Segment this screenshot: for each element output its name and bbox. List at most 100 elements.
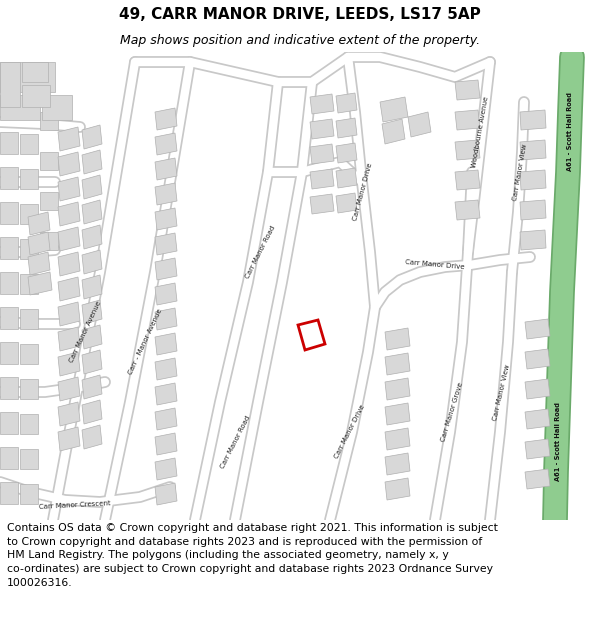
Polygon shape [310, 169, 334, 189]
Text: Carr - Manor Avenue: Carr - Manor Avenue [127, 308, 163, 376]
Polygon shape [0, 412, 18, 434]
Polygon shape [310, 194, 334, 214]
Polygon shape [28, 212, 50, 235]
Polygon shape [20, 484, 38, 504]
Polygon shape [28, 272, 52, 295]
Polygon shape [20, 169, 38, 189]
Text: Carr Manor Road: Carr Manor Road [244, 224, 276, 279]
Polygon shape [82, 175, 102, 199]
Polygon shape [520, 110, 546, 130]
Polygon shape [155, 158, 177, 180]
Polygon shape [0, 307, 18, 329]
Polygon shape [58, 302, 80, 326]
Polygon shape [20, 134, 38, 154]
Polygon shape [155, 208, 177, 230]
Polygon shape [82, 275, 102, 299]
Polygon shape [455, 170, 480, 190]
Polygon shape [155, 333, 177, 355]
Polygon shape [40, 112, 58, 130]
Text: Map shows position and indicative extent of the property.: Map shows position and indicative extent… [120, 34, 480, 47]
Polygon shape [525, 379, 550, 399]
Polygon shape [385, 403, 410, 425]
Polygon shape [22, 85, 50, 107]
Polygon shape [20, 379, 38, 399]
Text: Contains OS data © Crown copyright and database right 2021. This information is : Contains OS data © Crown copyright and d… [7, 523, 498, 588]
Polygon shape [0, 202, 18, 224]
Polygon shape [385, 428, 410, 450]
Polygon shape [385, 378, 410, 400]
Polygon shape [82, 150, 102, 174]
Polygon shape [525, 439, 550, 459]
Polygon shape [20, 344, 38, 364]
Polygon shape [20, 414, 38, 434]
Polygon shape [455, 200, 480, 220]
Polygon shape [58, 277, 80, 301]
Polygon shape [82, 375, 102, 399]
Polygon shape [525, 469, 550, 489]
Polygon shape [525, 349, 550, 369]
Polygon shape [0, 62, 55, 92]
Polygon shape [520, 170, 546, 190]
Polygon shape [82, 325, 102, 349]
Polygon shape [20, 239, 38, 259]
Polygon shape [408, 112, 431, 137]
Polygon shape [0, 132, 18, 154]
Polygon shape [155, 458, 177, 480]
Polygon shape [20, 309, 38, 329]
Polygon shape [82, 200, 102, 224]
Text: A61 - Scott Hall Road: A61 - Scott Hall Road [555, 402, 561, 481]
Polygon shape [455, 110, 480, 130]
Polygon shape [336, 193, 357, 213]
Text: Woodbourne Avenue: Woodbourne Avenue [471, 96, 489, 168]
Polygon shape [310, 144, 334, 164]
Polygon shape [58, 202, 80, 226]
Polygon shape [82, 400, 102, 424]
Polygon shape [155, 183, 177, 205]
Polygon shape [155, 383, 177, 405]
Polygon shape [385, 353, 410, 375]
Polygon shape [58, 427, 80, 451]
Polygon shape [336, 143, 357, 163]
Polygon shape [58, 377, 80, 401]
Polygon shape [58, 227, 80, 251]
Text: Carr Manor Drive: Carr Manor Drive [334, 404, 366, 460]
Polygon shape [455, 80, 480, 100]
Text: A61 - Scott Hall Road: A61 - Scott Hall Road [567, 92, 573, 171]
Polygon shape [58, 152, 80, 176]
Text: Carr Manor Drive: Carr Manor Drive [405, 259, 465, 271]
Polygon shape [336, 118, 357, 138]
Text: Carr Manor View: Carr Manor View [493, 363, 511, 421]
Polygon shape [385, 478, 410, 500]
Polygon shape [155, 483, 177, 505]
Polygon shape [82, 225, 102, 249]
Polygon shape [155, 358, 177, 380]
Polygon shape [310, 94, 334, 114]
Polygon shape [20, 274, 38, 294]
Polygon shape [82, 125, 102, 149]
Text: Carr Manor Road: Carr Manor Road [219, 414, 251, 469]
Polygon shape [20, 204, 38, 224]
Polygon shape [520, 200, 546, 220]
Polygon shape [82, 425, 102, 449]
Polygon shape [58, 402, 80, 426]
Polygon shape [382, 119, 405, 144]
Text: Carr Manor Crescent: Carr Manor Crescent [39, 500, 111, 510]
Polygon shape [40, 152, 58, 170]
Polygon shape [42, 95, 72, 120]
Text: Carr Manor View: Carr Manor View [512, 143, 528, 201]
Polygon shape [155, 433, 177, 455]
Polygon shape [385, 328, 410, 350]
Polygon shape [22, 62, 48, 82]
Polygon shape [28, 232, 50, 255]
Text: Carr Manor Grove: Carr Manor Grove [440, 382, 464, 442]
Polygon shape [82, 300, 102, 324]
Polygon shape [0, 377, 18, 399]
Text: 49, CARR MANOR DRIVE, LEEDS, LS17 5AP: 49, CARR MANOR DRIVE, LEEDS, LS17 5AP [119, 7, 481, 22]
Polygon shape [310, 119, 334, 139]
Polygon shape [0, 237, 18, 259]
Polygon shape [58, 252, 80, 276]
Polygon shape [155, 108, 177, 130]
Polygon shape [0, 342, 18, 364]
Polygon shape [0, 62, 20, 107]
Polygon shape [385, 453, 410, 475]
